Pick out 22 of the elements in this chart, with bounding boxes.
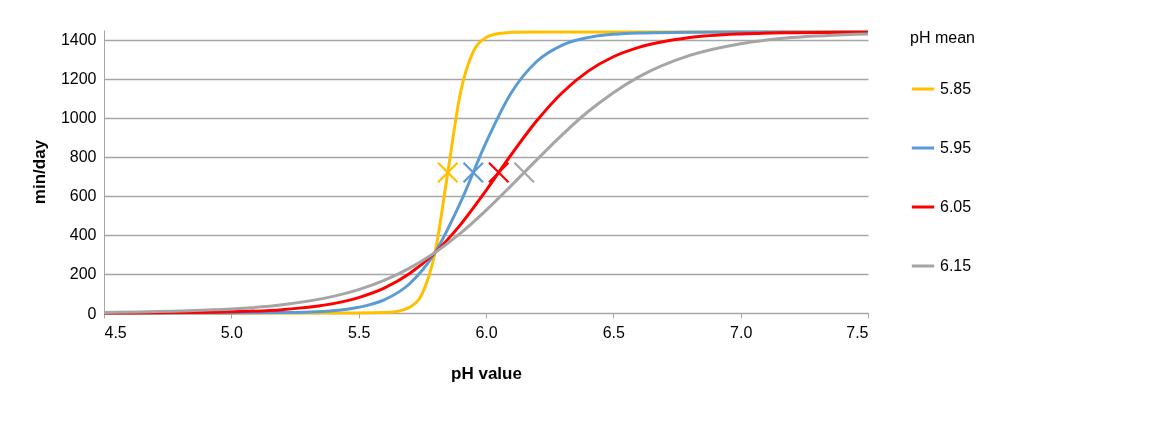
legend-label: 5.85 xyxy=(940,80,972,97)
x-tick-label: 7.5 xyxy=(846,323,869,341)
y-tick-label: 0 xyxy=(87,304,97,322)
y-tick-label: 1000 xyxy=(60,109,97,127)
x-tick-label: 4.5 xyxy=(104,323,127,341)
y-tick-label: 400 xyxy=(69,226,97,244)
x-tick-label: 7.0 xyxy=(730,323,753,341)
x-tick-label: 5.5 xyxy=(348,323,371,341)
y-tick-label: 1400 xyxy=(60,31,97,49)
legend-label: 6.05 xyxy=(940,198,972,215)
y-tick-label: 600 xyxy=(69,187,97,205)
legend-label: 6.15 xyxy=(940,257,972,274)
y-tick-label: 800 xyxy=(69,148,97,166)
x-axis-title: pH value xyxy=(451,363,522,383)
x-tick-label: 6.5 xyxy=(602,323,626,341)
legend-title: pH mean xyxy=(910,29,975,46)
y-axis-title: min/day xyxy=(29,139,49,205)
x-tick-label: 6.0 xyxy=(475,323,498,341)
x-tick-label: 5.0 xyxy=(220,323,244,341)
y-tick-label: 1200 xyxy=(60,70,97,88)
y-tick-label: 200 xyxy=(69,265,97,283)
legend-label: 5.95 xyxy=(940,139,972,156)
